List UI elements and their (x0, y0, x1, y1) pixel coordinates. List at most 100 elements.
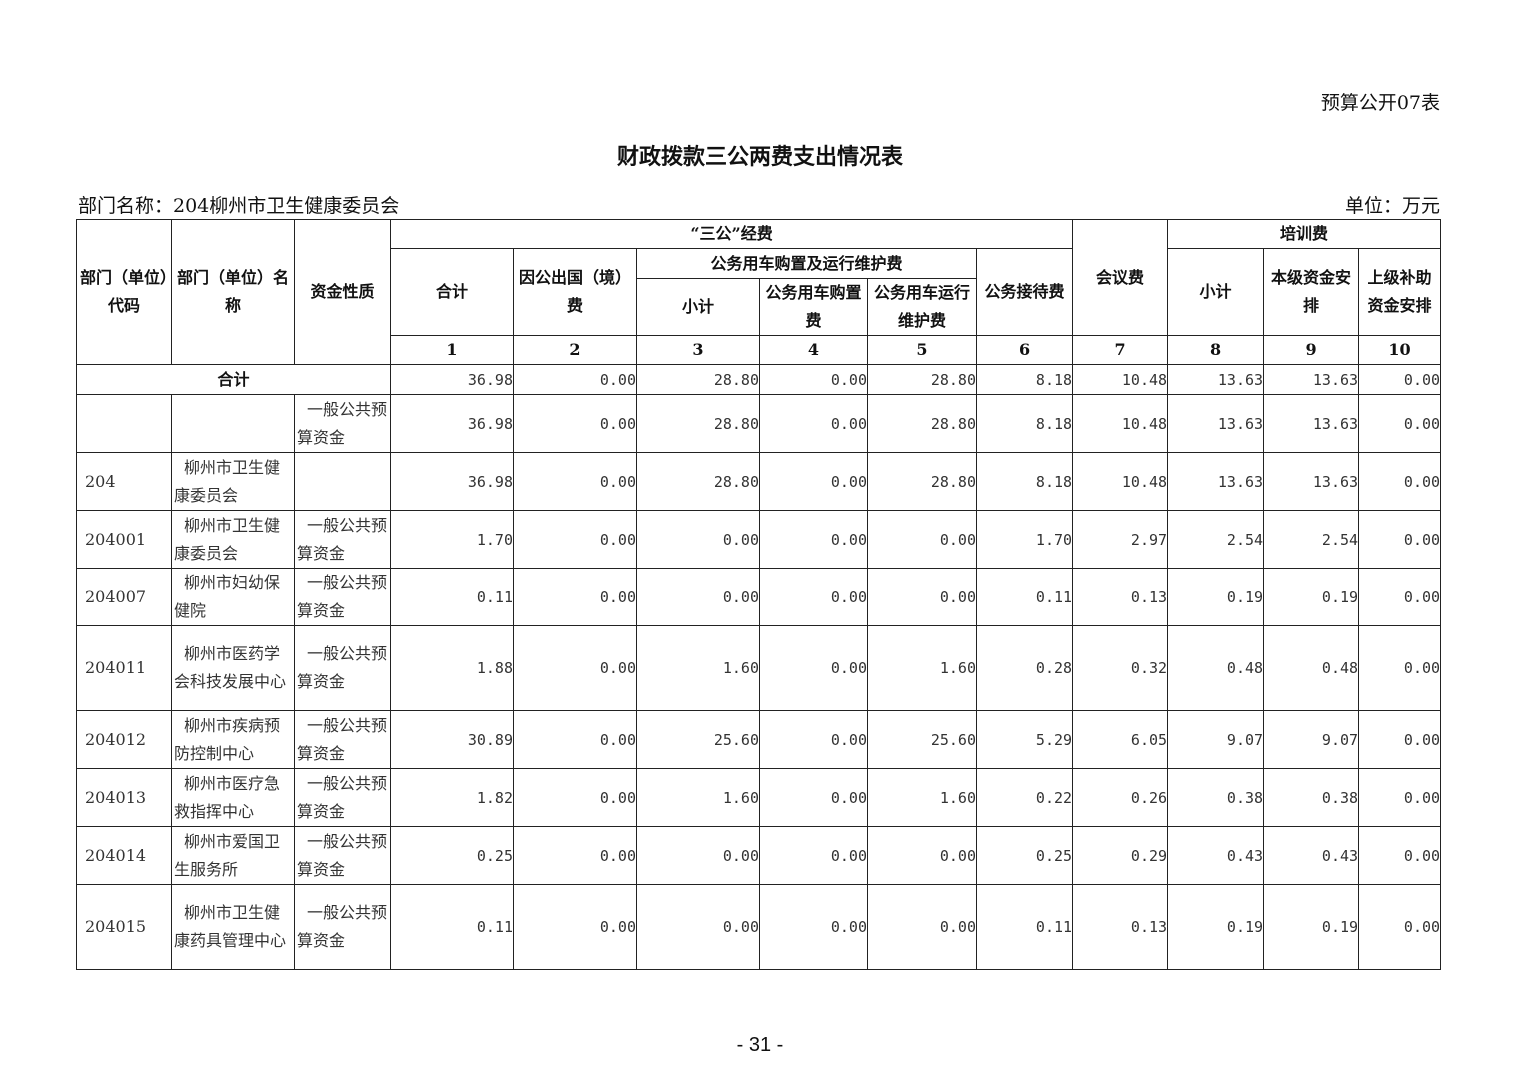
header-code: 部门（单位）代码 (76, 219, 172, 365)
value-cell: 10.48 (1072, 452, 1169, 511)
value-cell: 0.00 (1358, 364, 1442, 395)
unit-code (76, 394, 172, 453)
header-train-local: 本级资金安排 (1263, 248, 1360, 336)
table-row: 204001 柳州市卫生健康委员会 一般公共预算资金 1.70 0.00 0.00 0.00… (76, 510, 1442, 569)
value-cell: 0.00 (759, 394, 868, 453)
column-number: 1 (390, 335, 514, 365)
value-cell: 0.00 (513, 884, 637, 970)
header-car-buy: 公务用车购置费 (759, 278, 868, 336)
budget-table: 部门（单位）代码 部门（单位）名称 资金性质 “三公”经费 会议费 培训费 合计… (76, 219, 1442, 970)
value-cell: 0.32 (1072, 625, 1169, 711)
fund-type (294, 452, 391, 511)
value-cell: 0.00 (636, 510, 760, 569)
value-cell: 0.28 (975, 625, 1074, 711)
fund-type: 一般公共预算资金 (294, 625, 391, 711)
column-number: 5 (867, 335, 977, 365)
value-cell: 0.00 (513, 625, 637, 711)
fund-type: 一般公共预算资金 (294, 568, 391, 626)
value-cell: 0.11 (390, 884, 514, 970)
header-car: 公务用车购置及运行维护费 (636, 248, 977, 279)
header-sangong: “三公”经费 (389, 219, 1074, 249)
unit-code: 204015 (76, 884, 172, 970)
total-label: 合计 (76, 364, 391, 395)
fund-type: 一般公共预算资金 (294, 510, 391, 569)
value-cell: 0.00 (1358, 452, 1442, 511)
value-cell: 0.11 (975, 884, 1074, 970)
page-number: - 31 - (736, 1034, 784, 1056)
value-cell: 8.18 (975, 452, 1074, 511)
unit-name: 柳州市卫生健康委员会 (171, 510, 295, 569)
unit-code: 204007 (76, 568, 172, 626)
value-cell: 28.80 (867, 452, 977, 511)
value-cell: 6.05 (1072, 710, 1169, 769)
value-cell: 0.00 (759, 364, 868, 395)
value-cell: 28.80 (867, 364, 977, 395)
value-cell: 0.22 (975, 768, 1074, 827)
column-number: 7 (1072, 335, 1169, 365)
value-cell: 0.19 (1263, 568, 1360, 626)
value-cell: 0.00 (513, 568, 637, 626)
value-cell: 0.00 (759, 768, 868, 827)
value-cell: 30.89 (390, 710, 514, 769)
value-cell: 0.00 (867, 510, 977, 569)
value-cell: 36.98 (390, 394, 514, 453)
fund-type: 一般公共预算资金 (294, 710, 391, 769)
value-cell: 28.80 (636, 394, 760, 453)
value-cell: 0.00 (636, 884, 760, 970)
value-cell: 36.98 (390, 364, 514, 395)
column-number: 3 (636, 335, 760, 365)
value-cell: 9.07 (1263, 710, 1360, 769)
value-cell: 0.19 (1167, 568, 1265, 626)
unit-name: 柳州市卫生健康药具管理中心 (171, 884, 295, 970)
header-car-sub: 小计 (636, 278, 760, 336)
header-reception: 公务接待费 (975, 248, 1074, 336)
column-number: 10 (1358, 335, 1442, 365)
value-cell: 8.18 (975, 394, 1074, 453)
value-cell: 0.00 (867, 826, 977, 885)
table-row: 204007 柳州市妇幼保健院 一般公共预算资金 0.11 0.00 0.00 0.00 0.… (76, 568, 1442, 626)
value-cell: 0.00 (513, 768, 637, 827)
value-cell: 0.38 (1263, 768, 1360, 827)
value-cell: 1.60 (867, 625, 977, 711)
value-cell: 1.82 (390, 768, 514, 827)
table-row: 204015 柳州市卫生健康药具管理中心 一般公共预算资金 0.11 0.00 0.00 0… (76, 884, 1442, 970)
header-fund: 资金性质 (294, 219, 391, 365)
unit-name: 柳州市卫生健康委员会 (171, 452, 295, 511)
unit-name: 柳州市妇幼保健院 (171, 568, 295, 626)
unit-code: 204012 (76, 710, 172, 769)
value-cell: 1.60 (867, 768, 977, 827)
value-cell: 0.00 (1358, 768, 1442, 827)
value-cell: 0.00 (1358, 568, 1442, 626)
unit-name (171, 394, 295, 453)
value-cell: 13.63 (1167, 394, 1265, 453)
value-cell: 0.25 (390, 826, 514, 885)
table-row: 204014 柳州市爱国卫生服务所 一般公共预算资金 0.25 0.00 0.00 0.00… (76, 826, 1442, 885)
unit-label: 单位：万元 (1344, 195, 1440, 217)
header-meeting: 会议费 (1072, 219, 1169, 336)
department-label: 部门名称：204柳州市卫生健康委员会 (78, 195, 400, 217)
value-cell: 0.00 (513, 710, 637, 769)
unit-code: 204013 (76, 768, 172, 827)
value-cell: 0.43 (1167, 826, 1265, 885)
unit-code: 204011 (76, 625, 172, 711)
value-cell: 0.00 (513, 510, 637, 569)
value-cell: 0.00 (759, 625, 868, 711)
value-cell: 0.26 (1072, 768, 1169, 827)
header-training: 培训费 (1167, 219, 1442, 249)
value-cell: 13.63 (1167, 364, 1265, 395)
value-cell: 0.00 (759, 884, 868, 970)
header-total: 合计 (390, 248, 514, 336)
value-cell: 5.29 (975, 710, 1074, 769)
value-cell: 28.80 (636, 364, 760, 395)
value-cell: 0.11 (975, 568, 1074, 626)
header-car-run: 公务用车运行维护费 (867, 278, 977, 336)
unit-name: 柳州市疾病预防控制中心 (171, 710, 295, 769)
value-cell: 13.63 (1263, 394, 1360, 453)
header-train-sub: 小计 (1167, 248, 1265, 336)
unit-code: 204 (76, 452, 172, 511)
table-total-row: 合计 36.98 0.00 28.80 0.00 28.80 8.18 10.48 13.63… (76, 364, 1442, 395)
form-number: 预算公开07表 (1320, 92, 1440, 114)
value-cell: 25.60 (867, 710, 977, 769)
fund-type: 一般公共预算资金 (294, 768, 391, 827)
value-cell: 1.70 (390, 510, 514, 569)
